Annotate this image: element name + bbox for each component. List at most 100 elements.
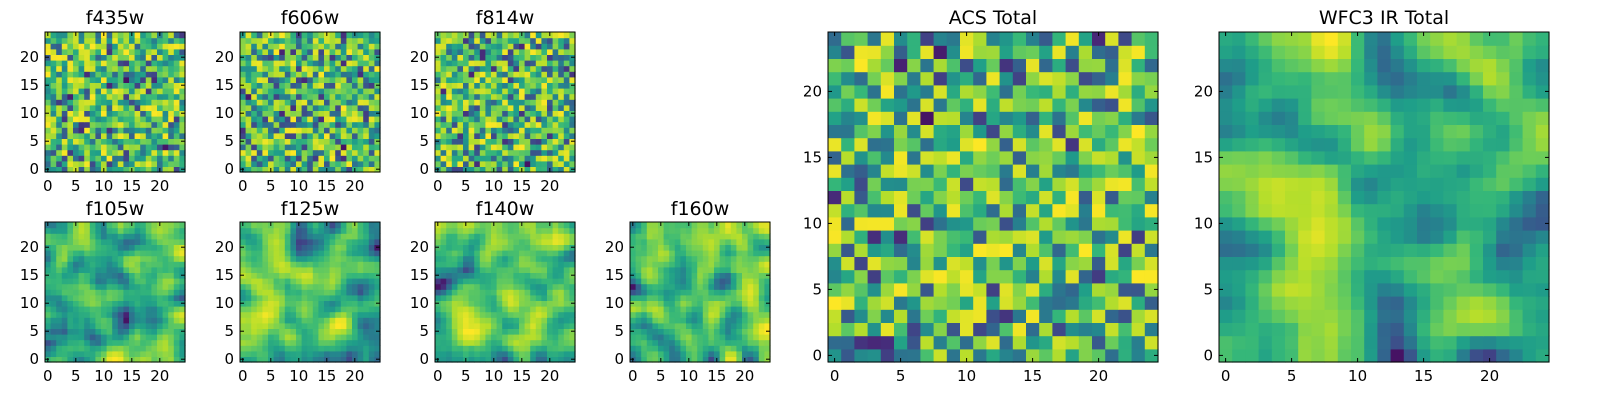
heatmap-cell: [368, 104, 375, 111]
heatmap-cell: [641, 350, 648, 357]
heatmap-cell: [279, 54, 286, 61]
heatmap-cell: [251, 306, 258, 313]
heatmap-cell: [312, 227, 319, 234]
heatmap-cell: [374, 76, 381, 83]
heatmap-cell: [318, 93, 325, 100]
heatmap-cell: [179, 144, 186, 151]
x-tick-label: 10: [289, 367, 308, 385]
heatmap-cell: [112, 166, 119, 173]
panel-title: f140w: [476, 198, 535, 220]
heatmap-cell: [552, 166, 559, 173]
heatmap-cell: [440, 334, 447, 341]
heatmap-cell: [491, 132, 498, 139]
heatmap-cell: [479, 110, 486, 117]
heatmap-cell: [894, 309, 908, 323]
heatmap-cell: [50, 339, 57, 346]
heatmap-cell: [530, 244, 537, 251]
heatmap-cell: [513, 155, 520, 162]
heatmap-cell: [663, 300, 670, 307]
heatmap-cell: [134, 71, 141, 78]
heatmap-cell: [674, 283, 681, 290]
heatmap-cell: [89, 132, 96, 139]
heatmap-cell: [145, 261, 152, 268]
heatmap-cell: [352, 244, 359, 251]
heatmap-cell: [552, 138, 559, 145]
heatmap-cell: [446, 350, 453, 357]
heatmap-cell: [541, 345, 548, 352]
heatmap-cell: [89, 121, 96, 128]
heatmap-cell: [368, 43, 375, 50]
heatmap-cell: [686, 334, 693, 341]
heatmap-cell: [268, 60, 275, 67]
heatmap-cell: [117, 328, 124, 335]
heatmap-cell: [485, 155, 492, 162]
heatmap-cell: [479, 283, 486, 290]
heatmap-cell: [1039, 164, 1053, 178]
heatmap-cell: [318, 244, 325, 251]
heatmap-cell: [50, 266, 57, 273]
heatmap-cell: [880, 256, 895, 271]
heatmap-cell: [552, 48, 559, 55]
heatmap-cell: [730, 266, 737, 273]
heatmap-cell: [451, 306, 458, 313]
heatmap-cell: [485, 283, 492, 290]
heatmap-cell: [502, 233, 509, 240]
heatmap-cell: [708, 339, 715, 346]
heatmap-cell: [502, 32, 509, 39]
heatmap-cell: [479, 166, 486, 173]
heatmap-cell: [140, 317, 147, 324]
heatmap-cell: [463, 54, 470, 61]
heatmap-cell: [335, 283, 342, 290]
heatmap-cell: [663, 266, 670, 273]
heatmap-cell: [491, 244, 498, 251]
heatmap-cell: [329, 317, 336, 324]
heatmap-cell: [329, 272, 336, 279]
heatmap-cell: [112, 222, 119, 229]
x-tick-label: 20: [540, 367, 559, 385]
heatmap-cell: [558, 116, 565, 123]
heatmap-cell: [535, 32, 542, 39]
heatmap-cell: [245, 82, 252, 89]
heatmap-cell: [145, 166, 152, 173]
heatmap-cell: [67, 334, 74, 341]
heatmap-cell: [140, 144, 147, 151]
heatmap-cell: [84, 345, 91, 352]
heatmap-cell: [352, 261, 359, 268]
heatmap-cell: [524, 306, 531, 313]
heatmap-cell: [145, 233, 152, 240]
heatmap-cell: [151, 278, 158, 285]
heatmap-cell: [841, 269, 855, 284]
heatmap-cell: [329, 250, 336, 257]
heatmap-cell: [563, 266, 570, 273]
heatmap-cell: [352, 144, 359, 151]
heatmap-cell: [268, 65, 275, 72]
heatmap-cell: [357, 149, 364, 156]
heatmap-cell: [284, 311, 291, 318]
heatmap-cell: [946, 243, 961, 257]
heatmap-cell: [742, 350, 749, 357]
heatmap-cell: [758, 227, 765, 234]
heatmap-cell: [547, 48, 554, 55]
heatmap-cell: [112, 37, 119, 44]
heatmap-cell: [78, 88, 85, 95]
heatmap-cell: [151, 238, 158, 245]
heatmap-cell: [691, 339, 698, 346]
heatmap-cell: [307, 138, 314, 145]
heatmap-cell: [145, 32, 152, 39]
heatmap-cell: [451, 110, 458, 117]
heatmap-cell: [563, 233, 570, 240]
heatmap-cell: [290, 160, 297, 167]
heatmap-cell: [907, 164, 921, 178]
heatmap-cell: [569, 238, 576, 245]
heatmap-cell: [708, 255, 715, 262]
heatmap-cell: [268, 99, 275, 106]
heatmap-cell: [117, 356, 124, 363]
heatmap-cell: [1118, 282, 1133, 297]
heatmap-cell: [251, 132, 258, 139]
heatmap-cell: [106, 110, 113, 117]
heatmap-cell: [368, 272, 375, 279]
heatmap-cell: [84, 334, 91, 341]
heatmap-cell: [273, 311, 280, 318]
heatmap-cell: [507, 266, 514, 273]
heatmap-cell: [652, 311, 659, 318]
